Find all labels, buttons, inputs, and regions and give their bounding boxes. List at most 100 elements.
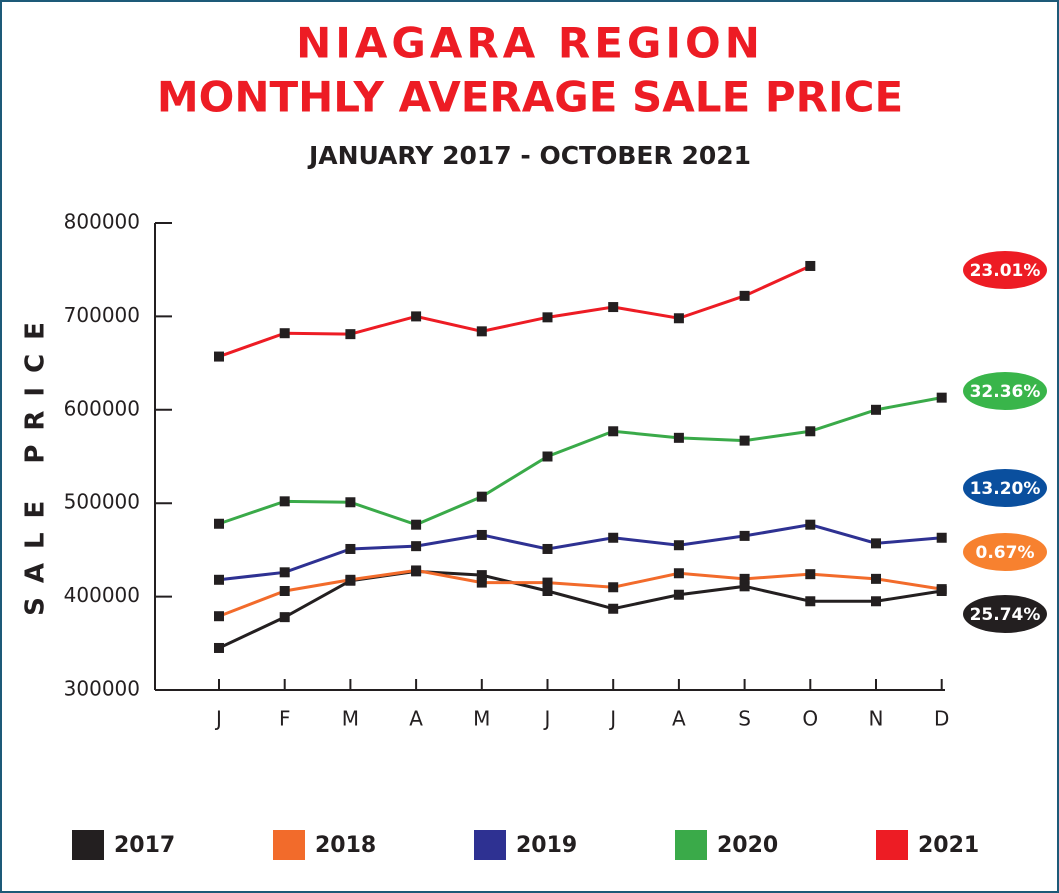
- marker: [871, 596, 881, 607]
- chart-title: NIAGARA REGION: [296, 19, 764, 68]
- marker: [608, 603, 619, 614]
- badge: [963, 469, 1047, 507]
- x-tick-label: A: [409, 707, 423, 731]
- marker: [673, 432, 684, 443]
- badge-label: 0.67%: [976, 543, 1035, 563]
- marker: [542, 543, 553, 554]
- marker: [214, 351, 224, 362]
- y-tick-label: 500000: [64, 490, 140, 514]
- x-tick-label: F: [279, 707, 291, 731]
- chart-title: MONTHLY AVERAGE SALE PRICE: [157, 73, 903, 122]
- y-tick-label: 400000: [64, 583, 140, 607]
- marker: [673, 540, 684, 551]
- legend-swatch: [675, 830, 707, 860]
- x-tick-label: N: [869, 707, 884, 731]
- marker: [936, 584, 947, 595]
- marker: [673, 313, 684, 324]
- marker: [542, 312, 553, 323]
- marker: [739, 290, 750, 301]
- badge-label: 25.74%: [970, 605, 1041, 625]
- marker: [673, 589, 684, 600]
- badge: [963, 595, 1047, 633]
- marker: [345, 497, 356, 508]
- marker: [805, 519, 816, 530]
- y-tick-label: 800000: [64, 210, 140, 234]
- chart-subtitle: JANUARY 2017 - OCTOBER 2021: [307, 141, 751, 170]
- marker: [279, 585, 290, 596]
- series-line: [218, 569, 942, 650]
- badge-label: 23.01%: [970, 261, 1041, 281]
- marker: [608, 582, 619, 593]
- legend-label: 2021: [918, 833, 979, 858]
- series-line: [218, 264, 811, 358]
- marker: [476, 577, 487, 588]
- marker: [608, 302, 619, 313]
- marker: [476, 326, 487, 337]
- x-tick-label: J: [608, 707, 616, 731]
- marker: [608, 532, 619, 543]
- marker: [345, 543, 356, 554]
- marker: [739, 435, 750, 446]
- marker: [673, 568, 684, 579]
- x-tick-label: M: [473, 707, 490, 731]
- badge-label: 32.36%: [970, 382, 1041, 402]
- x-tick-label: M: [342, 707, 359, 731]
- marker: [542, 585, 553, 596]
- marker: [936, 392, 947, 403]
- marker: [805, 569, 816, 580]
- x-tick-label: A: [672, 707, 686, 731]
- marker: [214, 611, 224, 622]
- x-tick-label: D: [934, 707, 949, 731]
- badge-label: 13.20%: [970, 479, 1041, 499]
- marker: [279, 612, 290, 623]
- marker: [476, 529, 487, 540]
- legend-swatch: [273, 830, 305, 860]
- x-tick-label: J: [214, 707, 222, 731]
- series-line: [218, 396, 942, 527]
- badge: [963, 251, 1047, 289]
- marker: [805, 260, 816, 271]
- series-line: [218, 568, 942, 618]
- marker: [805, 426, 816, 437]
- series-line: [218, 523, 942, 582]
- marker: [345, 329, 356, 340]
- y-tick-label: 600000: [64, 396, 140, 420]
- x-tick-label: J: [543, 707, 551, 731]
- x-tick-label: S: [738, 707, 751, 731]
- legend-swatch: [72, 830, 104, 860]
- x-tick-label: O: [802, 707, 818, 731]
- marker: [542, 451, 553, 462]
- badge: [963, 372, 1047, 410]
- marker: [279, 496, 290, 507]
- marker: [739, 573, 750, 584]
- marker: [608, 426, 619, 437]
- marker: [279, 328, 290, 339]
- marker: [411, 565, 422, 576]
- legend-label: 2020: [717, 833, 778, 858]
- marker: [214, 518, 224, 529]
- marker: [871, 404, 881, 415]
- legend-label: 2017: [114, 833, 175, 858]
- marker: [476, 491, 487, 502]
- marker: [411, 311, 422, 322]
- marker: [739, 581, 750, 592]
- y-tick-label: 300000: [64, 677, 140, 701]
- legend-label: 2019: [516, 833, 577, 858]
- legend-swatch: [876, 830, 908, 860]
- marker: [871, 538, 881, 549]
- marker: [936, 532, 947, 543]
- y-axis-label: SALE PRICE: [21, 308, 51, 616]
- marker: [411, 519, 422, 530]
- legend-swatch: [474, 830, 506, 860]
- marker: [279, 567, 290, 578]
- marker: [476, 570, 487, 581]
- marker: [411, 541, 422, 552]
- marker: [739, 530, 750, 541]
- marker: [805, 596, 816, 607]
- badge: [963, 533, 1047, 571]
- marker: [345, 574, 356, 585]
- marker: [542, 577, 553, 588]
- marker: [871, 573, 881, 584]
